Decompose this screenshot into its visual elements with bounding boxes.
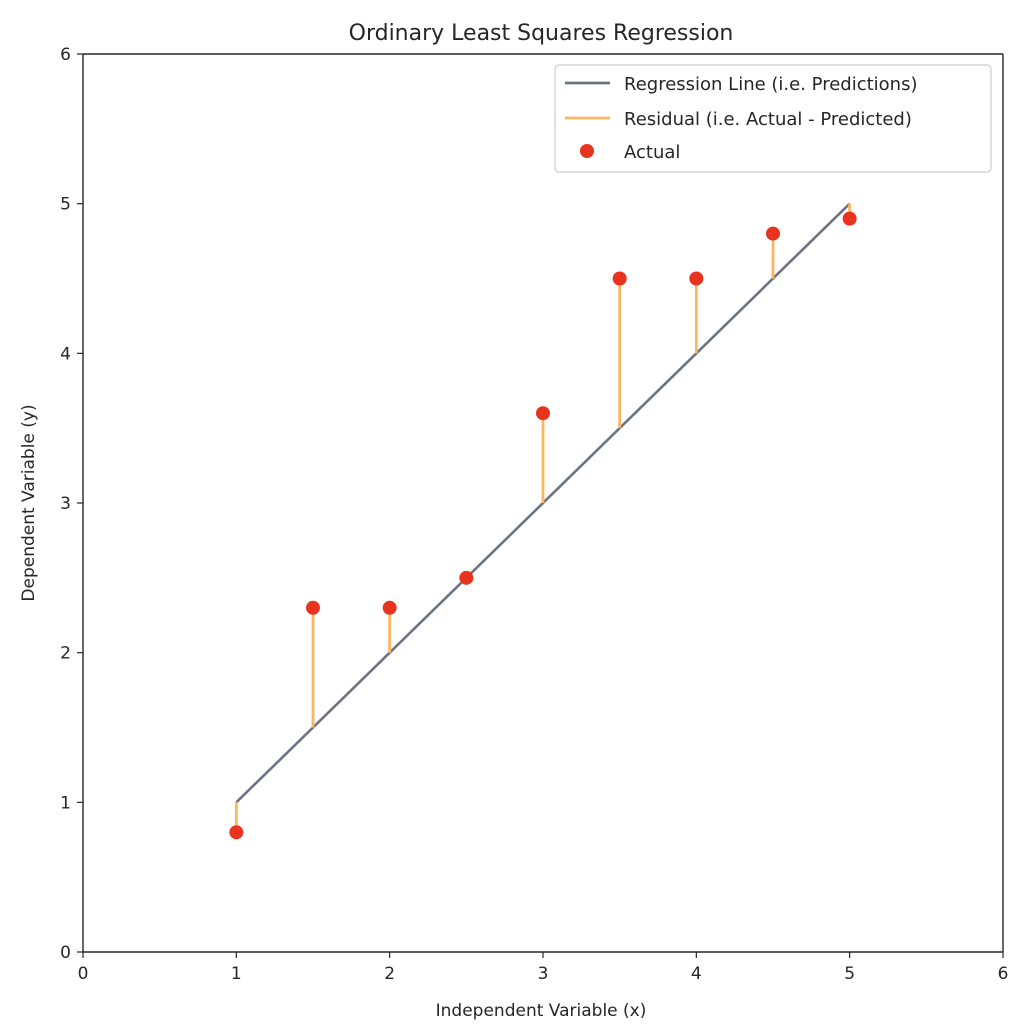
y-tick-label: 0 bbox=[60, 943, 71, 963]
y-tick-label: 3 bbox=[60, 494, 71, 514]
legend-label-residual: Residual (i.e. Actual - Predicted) bbox=[624, 109, 912, 130]
x-tick-label: 0 bbox=[78, 964, 89, 984]
y-tick-label: 6 bbox=[60, 45, 71, 65]
data-point bbox=[536, 406, 550, 421]
x-tick-label: 4 bbox=[691, 964, 702, 984]
data-point bbox=[459, 570, 474, 585]
data-point bbox=[229, 825, 244, 840]
data-point bbox=[689, 271, 704, 286]
legend-label-actual: Actual bbox=[624, 142, 680, 163]
x-tick-label: 2 bbox=[384, 964, 395, 984]
legend: Regression Line (i.e. Predictions) Resid… bbox=[554, 64, 992, 173]
legend-point-swatch bbox=[580, 144, 594, 158]
y-axis-label: Dependent Variable (y) bbox=[19, 404, 39, 601]
legend-box bbox=[554, 64, 992, 173]
data-point bbox=[382, 600, 397, 615]
axis-ticks: 0 1 2 3 4 5 6 0 1 2 3 4 5 6 bbox=[60, 45, 1008, 984]
data-point bbox=[766, 226, 780, 241]
x-axis-label: Independent Variable (x) bbox=[436, 1001, 647, 1021]
data-point bbox=[842, 211, 857, 226]
y-tick-label: 2 bbox=[60, 644, 71, 664]
data-point bbox=[612, 271, 627, 286]
x-tick-label: 6 bbox=[998, 964, 1009, 984]
y-tick-label: 4 bbox=[60, 344, 71, 364]
legend-label-regression: Regression Line (i.e. Predictions) bbox=[624, 74, 918, 95]
x-tick-label: 1 bbox=[231, 964, 242, 984]
x-tick-label: 3 bbox=[538, 964, 549, 984]
x-tick-label: 5 bbox=[844, 964, 855, 984]
y-tick-label: 1 bbox=[60, 793, 71, 813]
data-point bbox=[306, 600, 320, 615]
y-tick-label: 5 bbox=[60, 195, 71, 215]
chart-title: Ordinary Least Squares Regression bbox=[349, 21, 734, 46]
